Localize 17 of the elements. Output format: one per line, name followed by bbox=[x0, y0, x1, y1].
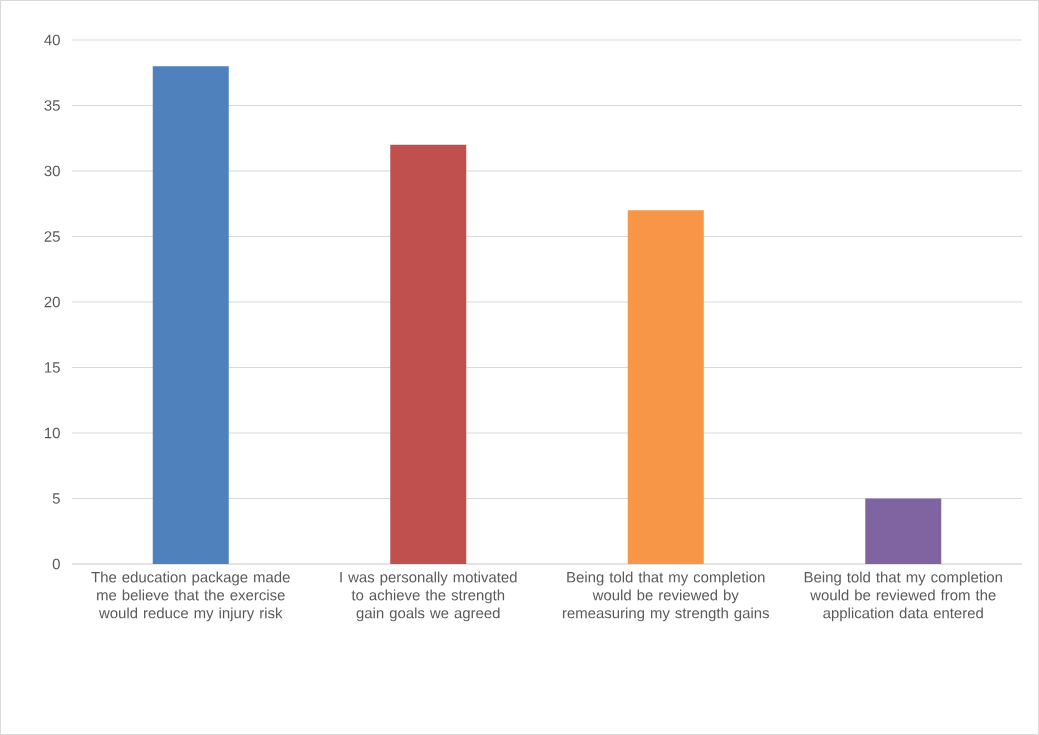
x-tick-label: Being told that my completion would be reviewed from the application data entered bbox=[804, 571, 1002, 622]
x-tick-label: The education package made me believe that the exercise would reduce my injury risk bbox=[91, 571, 290, 622]
x-tick-label: I was personally motivated to achieve the strength gain goals we agreed bbox=[340, 571, 517, 622]
bar bbox=[627, 210, 704, 564]
bar bbox=[865, 498, 942, 564]
y-tick-label: 0 bbox=[52, 558, 60, 570]
y-tick-label: 35 bbox=[44, 100, 60, 111]
y-tick-label: 30 bbox=[44, 165, 60, 177]
bar bbox=[390, 144, 467, 564]
y-tick-label: 10 bbox=[45, 427, 60, 439]
x-tick-label: Being told that my completion would be reviewed by remeasuring my strength gains bbox=[562, 571, 769, 622]
y-tick-label: 5 bbox=[52, 493, 60, 504]
y-tick-label: 40 bbox=[44, 34, 60, 46]
y-tick-label: 25 bbox=[44, 231, 60, 242]
bar bbox=[152, 66, 229, 564]
y-tick-label: 15 bbox=[45, 362, 60, 373]
y-tick-label: 20 bbox=[44, 296, 60, 308]
